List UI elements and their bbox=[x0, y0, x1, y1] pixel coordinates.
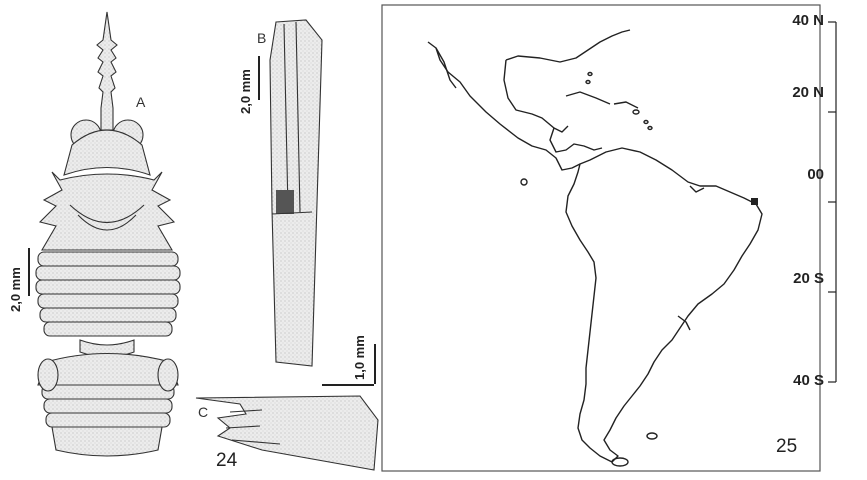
appendage-b-drawing bbox=[269, 19, 323, 367]
scale-bar-c bbox=[374, 344, 376, 384]
lat-label-40n: 40 N bbox=[792, 12, 824, 29]
figure-number-24: 24 bbox=[216, 450, 238, 471]
isopod-dorsal-drawing bbox=[35, 11, 181, 457]
lat-label-20s: 20 S bbox=[793, 270, 824, 287]
scale-bar-c-base bbox=[322, 384, 374, 386]
lat-label-00: 00 bbox=[807, 166, 824, 183]
appendage-c-drawing bbox=[195, 395, 379, 471]
panel-label-c: C bbox=[198, 404, 209, 420]
latitude-axis bbox=[828, 21, 837, 383]
map-coastlines bbox=[427, 29, 763, 467]
scale-label-b: 2,0 mm bbox=[238, 69, 253, 114]
lat-label-20n: 20 N bbox=[792, 84, 824, 101]
map-frame bbox=[381, 4, 821, 472]
scale-label-c: 1,0 mm bbox=[352, 335, 367, 380]
panel-label-a: A bbox=[136, 94, 146, 110]
record-marker-square bbox=[751, 198, 758, 205]
scale-bar-a bbox=[28, 248, 30, 296]
figure-number-25: 25 bbox=[776, 436, 798, 457]
scale-label-a: 2,0 mm bbox=[8, 267, 23, 312]
panel-label-b: B bbox=[257, 30, 267, 46]
scale-bar-b bbox=[258, 56, 260, 100]
lat-label-40s: 40 S bbox=[793, 372, 824, 389]
